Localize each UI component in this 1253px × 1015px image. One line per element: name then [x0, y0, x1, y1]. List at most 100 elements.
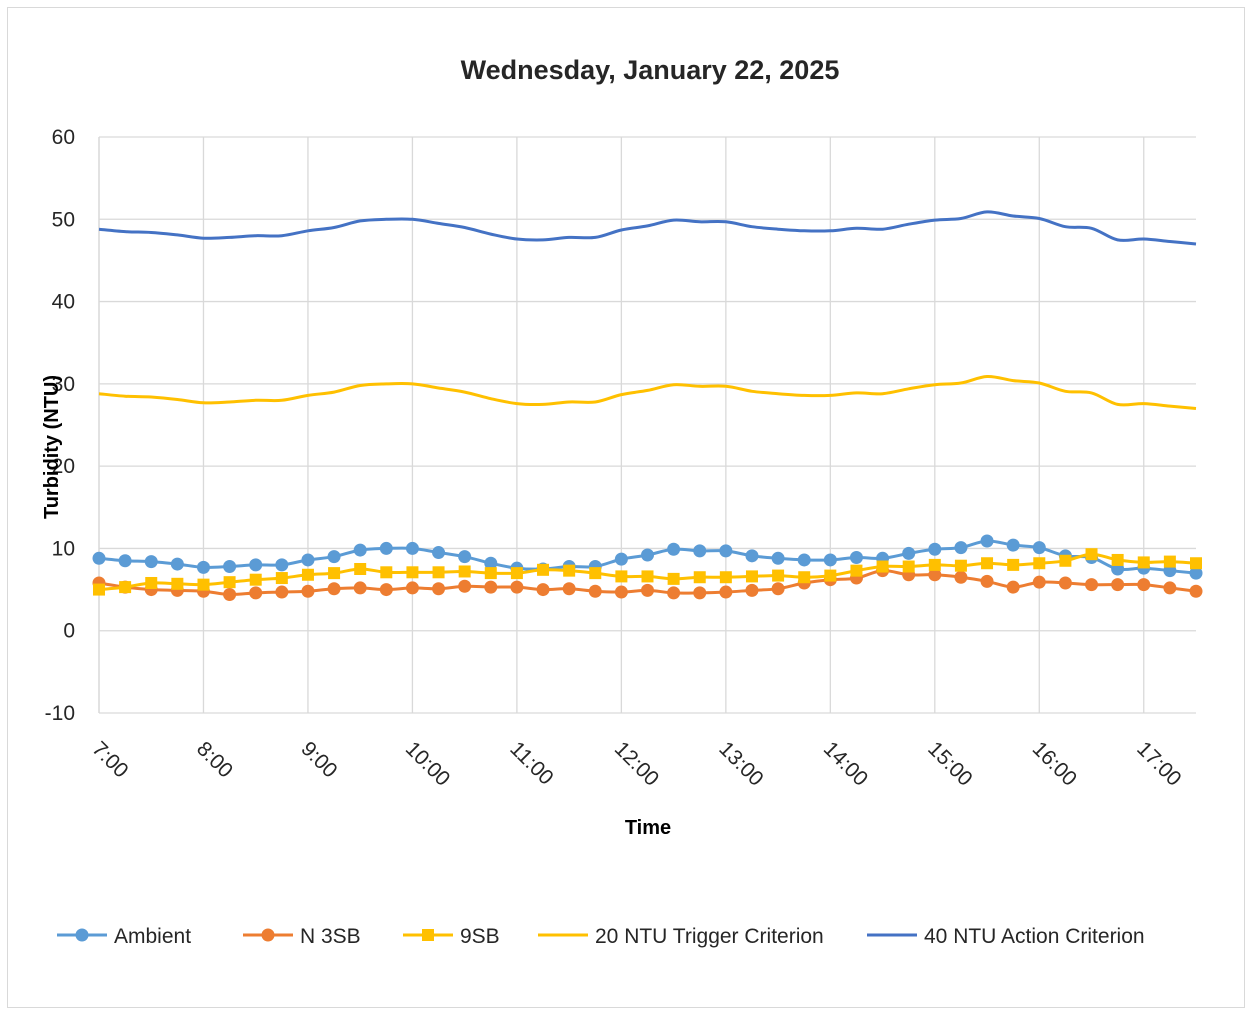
legend-label: 20 NTU Trigger Criterion — [595, 925, 824, 948]
data-point — [223, 588, 237, 602]
legend-label: N 3SB — [300, 925, 361, 948]
data-point — [719, 585, 733, 599]
data-point — [144, 555, 158, 569]
legend: Ambient N 3SB 9SB 20 NTU Trigger Criterion 4… — [57, 925, 1145, 948]
data-point — [249, 586, 263, 600]
data-point — [1163, 581, 1177, 595]
data-point — [275, 572, 288, 585]
data-point — [1006, 580, 1020, 594]
data-point — [1190, 557, 1202, 570]
data-point — [615, 570, 628, 583]
data-point — [379, 541, 393, 555]
data-point — [771, 551, 785, 565]
data-point — [980, 534, 994, 548]
data-point — [249, 573, 262, 586]
legend-marker — [261, 928, 275, 942]
y-tick-label: 30 — [52, 373, 75, 396]
data-point — [1007, 558, 1020, 571]
data-point — [1163, 555, 1176, 568]
data-point — [980, 574, 994, 588]
data-point — [223, 560, 237, 574]
data-point — [432, 566, 445, 579]
x-tick-label: 16:00 — [1028, 737, 1081, 790]
data-point — [614, 552, 628, 566]
legend-label: Ambient — [114, 925, 191, 948]
data-point — [954, 541, 968, 555]
legend-item: Ambient — [57, 925, 191, 948]
data-point — [1111, 553, 1124, 566]
data-point — [510, 567, 523, 580]
data-point — [824, 569, 837, 582]
data-point — [641, 583, 654, 597]
series-line — [98, 374, 1197, 410]
data-point — [406, 566, 419, 579]
data-point — [1111, 578, 1125, 592]
x-axis-title: Time — [625, 817, 671, 839]
x-tick-label: 12:00 — [610, 737, 663, 790]
x-tick-label: 17:00 — [1132, 737, 1185, 790]
data-point — [327, 550, 341, 564]
data-point — [902, 546, 916, 560]
series-20-ntu-trigger-criterion — [98, 374, 1197, 410]
data-point — [849, 550, 863, 564]
data-point — [170, 557, 184, 571]
x-tick-label: 14:00 — [819, 737, 872, 790]
data-point — [589, 567, 602, 580]
data-point — [772, 569, 785, 582]
data-point — [745, 583, 759, 597]
data-point — [823, 553, 837, 567]
data-point — [771, 582, 785, 596]
data-point — [353, 581, 367, 595]
data-point — [902, 560, 915, 573]
x-tick-label: 13:00 — [714, 737, 767, 790]
data-point — [981, 557, 994, 570]
x-tick-label: 15:00 — [923, 737, 976, 790]
data-point — [510, 580, 524, 594]
data-point — [92, 551, 106, 565]
data-point — [563, 564, 576, 577]
grid — [98, 136, 1196, 714]
data-point — [1085, 548, 1098, 561]
data-point — [719, 571, 732, 584]
series-line — [98, 210, 1197, 246]
data-point — [432, 546, 446, 560]
y-tick-label: 20 — [52, 455, 75, 478]
series-40-ntu-action-criterion — [98, 210, 1197, 246]
y-axis-title: Turbidity (NTU) — [41, 375, 63, 519]
data-point — [954, 559, 967, 572]
x-tick-labels: 7:00 8:00 9:00 10:00 11:00 12:00 13:00 14:00 15:… — [87, 737, 1185, 790]
data-point — [405, 541, 419, 555]
x-tick-label: 10:00 — [401, 737, 454, 790]
data-point — [380, 566, 393, 579]
data-point — [797, 553, 811, 567]
legend-label: 40 NTU Action Criterion — [924, 925, 1145, 948]
y-tick-label: 40 — [52, 291, 75, 314]
data-point — [118, 554, 132, 568]
data-point — [145, 576, 158, 589]
x-tick-label: 9:00 — [296, 737, 341, 782]
data-point — [458, 550, 472, 564]
data-point — [223, 576, 236, 589]
legend-item: 20 NTU Trigger Criterion — [538, 925, 824, 948]
data-point — [196, 560, 210, 574]
legend-label: 9SB — [460, 925, 500, 948]
data-point — [432, 582, 446, 596]
data-point — [1137, 556, 1150, 569]
data-point — [119, 581, 132, 594]
data-point — [693, 586, 707, 600]
data-point — [328, 567, 341, 580]
data-point — [1058, 576, 1072, 590]
data-point — [354, 563, 367, 575]
data-point — [667, 542, 681, 556]
legend-item: 40 NTU Action Criterion — [867, 925, 1145, 948]
data-point — [171, 577, 184, 590]
data-point — [93, 583, 105, 596]
data-point — [667, 586, 681, 600]
data-point — [301, 553, 315, 567]
series-lines — [92, 210, 1203, 602]
data-point — [405, 581, 419, 595]
data-point — [693, 544, 707, 558]
data-point — [197, 578, 210, 591]
data-point — [1085, 578, 1099, 592]
